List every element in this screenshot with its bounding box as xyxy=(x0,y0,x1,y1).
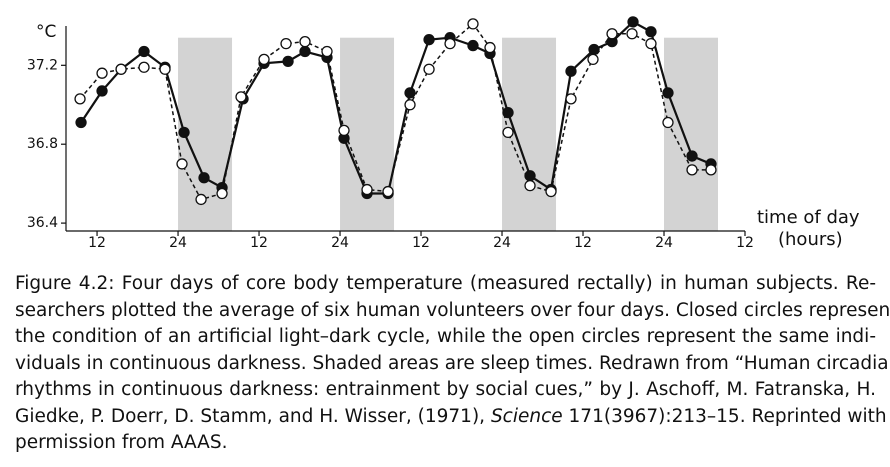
caption-line: the condition of an artificial light–dar… xyxy=(15,326,876,347)
data-point xyxy=(467,18,479,30)
data-point xyxy=(524,179,536,192)
data-point xyxy=(467,39,479,52)
caption-line: rhythms in continuous darkness: entrainm… xyxy=(15,379,876,400)
x-axis-label: time of day xyxy=(757,207,860,228)
data-point xyxy=(645,37,657,50)
caption-line: searchers plotted the average of six hum… xyxy=(15,299,890,321)
data-point xyxy=(502,107,514,119)
y-tick-label: 36.4 xyxy=(27,215,58,231)
data-point xyxy=(662,116,674,129)
data-point xyxy=(686,150,698,162)
caption-text: Giedke, P. Doerr, D. Stamm, and H. Wisse… xyxy=(15,405,491,427)
data-point xyxy=(626,28,638,40)
x-tick-label: 24 xyxy=(169,235,187,251)
data-point xyxy=(545,185,557,198)
data-point xyxy=(565,93,577,105)
data-point xyxy=(627,16,639,28)
caption: Figure 4.2: Four days of core body tempe… xyxy=(15,271,890,457)
sleep-period xyxy=(340,37,395,231)
data-point xyxy=(195,193,207,206)
x-tick-label: 12 xyxy=(574,235,592,251)
data-point xyxy=(645,26,657,38)
data-point xyxy=(258,53,270,66)
data-point xyxy=(176,158,188,170)
data-point xyxy=(96,67,108,79)
data-point xyxy=(382,185,394,198)
data-point xyxy=(587,53,599,66)
data-point xyxy=(159,63,171,75)
data-point xyxy=(404,87,416,99)
sleep-period xyxy=(664,37,719,231)
x-tick-label: 12 xyxy=(250,235,268,251)
chart: °C time of day (hours) 36.4 36.8 37.2 12 24 1… xyxy=(27,16,860,251)
x-tick-label: 12 xyxy=(88,235,106,251)
data-point xyxy=(444,37,456,50)
data-point xyxy=(96,85,108,97)
data-point xyxy=(299,45,311,58)
x-tick-label: 12 xyxy=(736,235,754,251)
data-point xyxy=(686,164,698,176)
data-point xyxy=(138,45,150,58)
y-tick-label: 37.2 xyxy=(27,57,58,73)
y-axis-label: °C xyxy=(36,22,56,42)
series-line xyxy=(79,22,711,201)
data-point xyxy=(423,63,435,75)
caption-line: viduals in continuous darkness. Shaded a… xyxy=(15,352,890,374)
sleep-shading xyxy=(178,37,719,231)
caption-text: Science xyxy=(490,405,563,427)
x-tick-label: 12 xyxy=(412,235,430,251)
caption-text: 171(3967):213–15. Reprinted with xyxy=(562,405,887,427)
data-point xyxy=(282,55,294,68)
data-point xyxy=(115,63,127,75)
data-point xyxy=(178,126,190,139)
x-tick-label: 24 xyxy=(331,235,349,251)
data-point xyxy=(338,124,350,137)
data-point xyxy=(423,34,435,46)
x-tick-label: 24 xyxy=(493,235,511,251)
data-point xyxy=(565,65,577,77)
data-point xyxy=(662,87,674,99)
data-point xyxy=(502,126,514,139)
series-line xyxy=(80,20,712,195)
data-point xyxy=(138,61,150,73)
y-tick-label: 36.8 xyxy=(27,136,58,152)
data-point xyxy=(484,41,496,54)
caption-line: Giedke, P. Doerr, D. Stamm, and H. Wisse… xyxy=(15,404,887,431)
data-point xyxy=(606,28,618,40)
data-point xyxy=(216,187,228,200)
x-tick-label: 24 xyxy=(655,235,673,251)
data-point xyxy=(280,37,292,50)
data-point xyxy=(198,172,210,184)
data-point xyxy=(705,164,717,176)
data-point xyxy=(74,93,86,105)
data-point xyxy=(75,116,87,129)
data-point xyxy=(235,91,247,103)
x-axis-label: (hours) xyxy=(778,229,843,250)
caption-line: permission from AAAS. xyxy=(15,432,228,453)
caption-line: Figure 4.2: Four days of core body tempe… xyxy=(15,273,876,294)
data-point xyxy=(321,45,333,58)
data-point xyxy=(404,99,416,111)
data-point xyxy=(299,35,311,48)
data-point xyxy=(361,183,373,196)
